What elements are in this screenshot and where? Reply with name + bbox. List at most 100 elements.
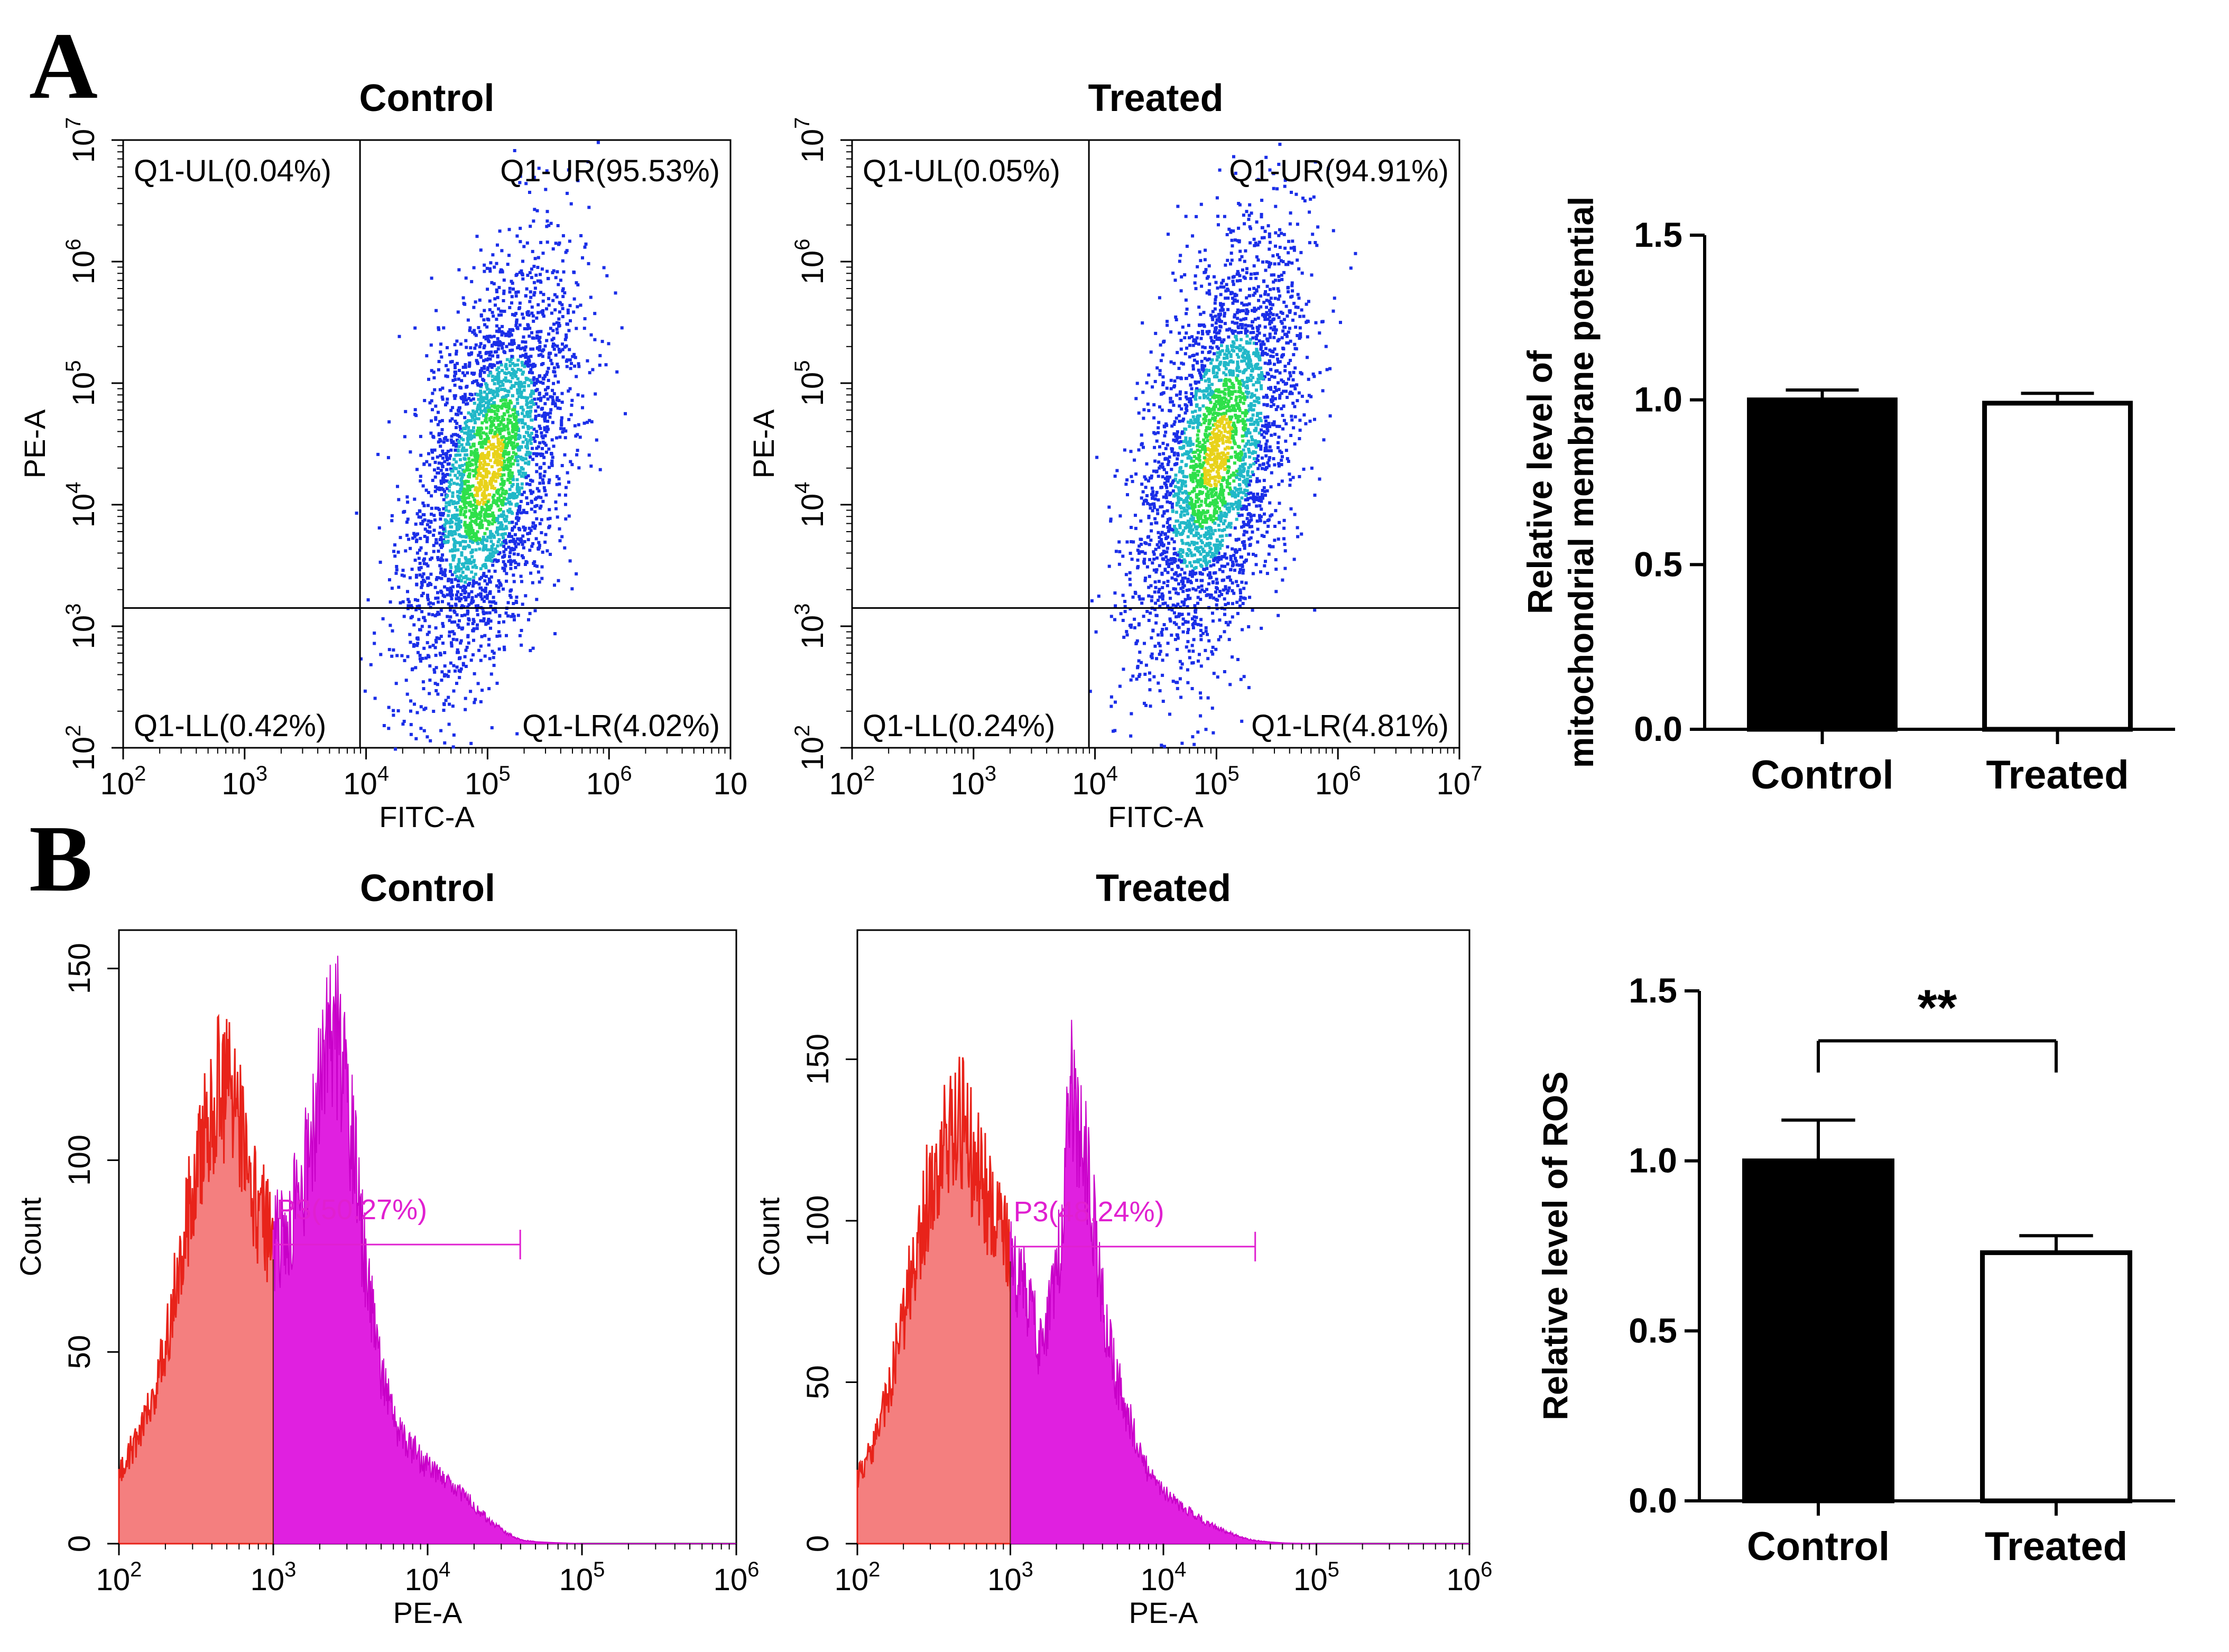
event-dot [1236, 584, 1240, 588]
event-dot [479, 461, 483, 465]
event-dot [537, 166, 541, 170]
event-dot [1148, 558, 1152, 561]
event-dot [1213, 512, 1216, 515]
event-dot [1261, 350, 1264, 353]
event-dot [1173, 420, 1177, 424]
event-dot [1185, 395, 1188, 399]
event-dot [1239, 595, 1243, 599]
event-dot [518, 387, 522, 391]
event-dot [517, 469, 521, 473]
event-dot [462, 487, 466, 491]
event-dot [487, 402, 491, 405]
event-dot [1218, 618, 1222, 622]
event-dot [521, 421, 524, 424]
event-dot [456, 651, 459, 654]
event-dot [1215, 318, 1219, 322]
event-dot [455, 352, 458, 356]
event-dot [509, 373, 513, 376]
event-dot [504, 365, 507, 368]
event-dot [454, 366, 457, 369]
event-dot [522, 511, 525, 514]
event-dot [1248, 443, 1252, 447]
event-dot [458, 541, 462, 544]
event-dot [1220, 534, 1224, 538]
event-dot [426, 564, 430, 568]
event-dot [1203, 445, 1207, 449]
event-dot [539, 466, 542, 469]
event-dot [506, 614, 510, 618]
event-dot [1255, 519, 1259, 523]
event-dot [500, 388, 503, 391]
event-dot [1251, 608, 1254, 612]
event-dot [485, 395, 489, 398]
event-dot [1280, 336, 1284, 340]
event-dot [542, 348, 545, 351]
event-dot [545, 370, 549, 374]
event-dot [498, 229, 502, 233]
event-dot [471, 618, 475, 621]
event-dot [510, 295, 514, 299]
event-dot [505, 442, 508, 446]
event-dot [467, 583, 470, 587]
event-dot [433, 475, 437, 479]
event-dot [473, 372, 476, 375]
event-dot [449, 608, 452, 612]
event-dot [1211, 463, 1215, 467]
event-dot [1209, 408, 1213, 411]
event-dot [464, 363, 467, 366]
event-dot [491, 378, 495, 382]
event-dot [1285, 335, 1289, 338]
event-dot [532, 219, 535, 223]
event-dot [556, 331, 559, 335]
event-dot [1205, 406, 1208, 410]
event-dot [486, 470, 490, 474]
y-tick-label: 105 [62, 360, 101, 406]
event-dot [1205, 387, 1209, 391]
event-dot [1244, 249, 1247, 253]
event-dot [511, 612, 515, 616]
event-dot [1182, 603, 1186, 607]
event-dot [1192, 468, 1196, 471]
event-dot [540, 577, 544, 580]
event-dot [486, 335, 489, 338]
event-dot [1209, 336, 1213, 339]
event-dot [456, 541, 459, 544]
event-dot [502, 454, 505, 458]
event-dot [1208, 596, 1212, 599]
event-dot [540, 565, 544, 569]
event-dot [451, 502, 455, 505]
event-dot [394, 682, 398, 685]
event-dot [570, 403, 574, 407]
event-dot [460, 553, 464, 557]
event-dot [419, 453, 423, 457]
event-dot [441, 476, 445, 479]
event-dot [534, 417, 538, 421]
event-dot [492, 554, 495, 558]
event-dot [441, 397, 445, 401]
event-dot [1226, 296, 1230, 300]
event-dot [1274, 331, 1277, 335]
event-dot [1148, 543, 1151, 546]
event-dot [1244, 498, 1247, 502]
event-dot [412, 532, 416, 535]
event-dot [1223, 447, 1227, 451]
event-dot [507, 511, 511, 514]
event-dot [442, 507, 446, 511]
event-dot [1177, 488, 1181, 492]
event-dot [1225, 283, 1228, 286]
event-dot [508, 399, 512, 403]
event-dot [1245, 210, 1248, 214]
event-dot [445, 452, 448, 456]
event-dot [1163, 481, 1167, 485]
event-dot [539, 453, 543, 457]
event-dot [439, 729, 443, 732]
event-dot [591, 368, 595, 372]
event-dot [476, 682, 480, 685]
event-dot [508, 419, 512, 422]
event-dot [1180, 568, 1183, 571]
event-dot [1247, 214, 1251, 217]
event-dot [1192, 543, 1196, 546]
event-dot [466, 432, 469, 435]
event-dot [1210, 358, 1214, 361]
event-dot [496, 355, 500, 359]
